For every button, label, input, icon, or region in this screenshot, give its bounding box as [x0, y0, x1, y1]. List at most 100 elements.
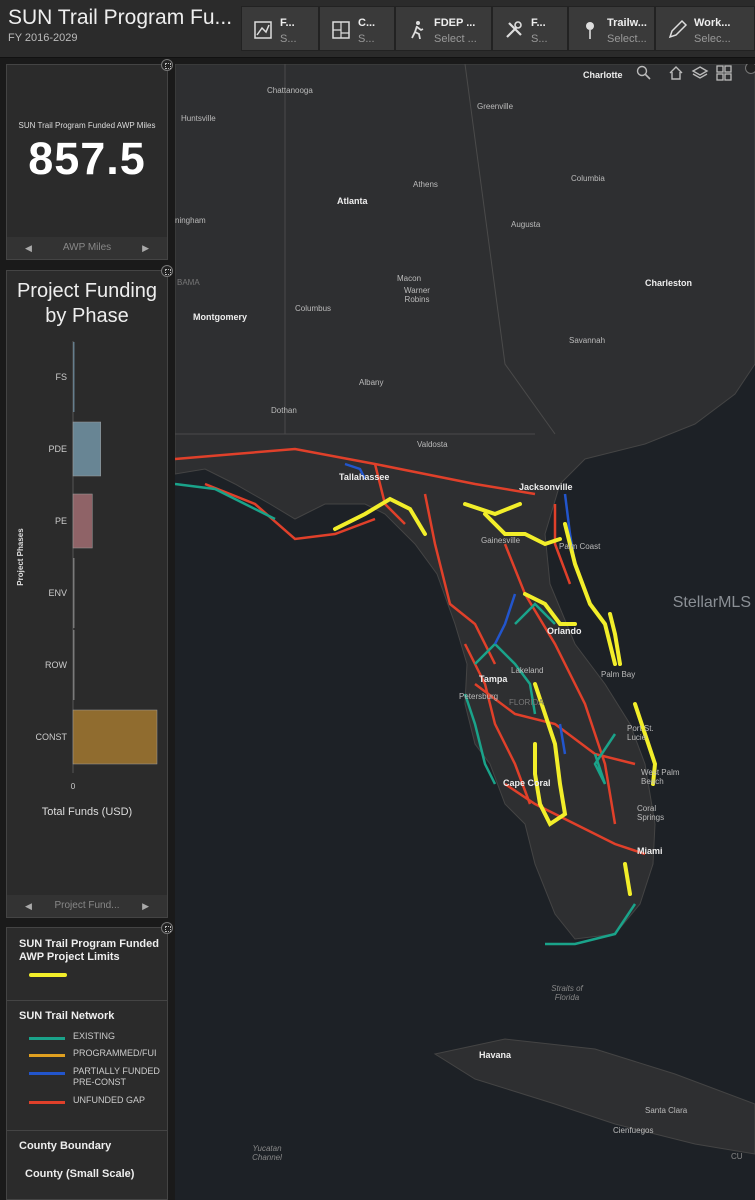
pager-prev-icon[interactable]: ◀ — [25, 901, 32, 911]
map-label: Montgomery — [193, 312, 247, 322]
map-view[interactable]: Charlotte Chattanooga Greenville Huntsvi… — [175, 64, 755, 1200]
app-title-block: SUN Trail Program Fu... FY 2016-2029 — [8, 6, 240, 44]
map-label: West Palm Beach — [641, 768, 680, 786]
legend-label: PROGRAMMED/FUI — [73, 1048, 157, 1058]
expand-panel-icon[interactable] — [161, 922, 173, 934]
legend-county-title: County Boundary — [19, 1140, 112, 1152]
selector-label: FDEP ... — [434, 17, 476, 29]
selector-button-funding[interactable]: F... S... — [241, 6, 319, 51]
map-label: Jacksonville — [519, 482, 573, 492]
bar-const[interactable] — [72, 709, 158, 765]
chart-pager: ◀ Project Fund... ▶ — [7, 895, 167, 917]
map-label: Greenville — [477, 102, 514, 111]
phase-bar-chart: Project Phases FS PDE PE ENV ROW CONST 0 Total F… — [16, 341, 158, 818]
pager-next-icon[interactable]: ▶ — [142, 901, 149, 911]
map-label: Coral Springs — [637, 804, 665, 822]
legend-funded-swatch — [29, 973, 67, 977]
legend-divider — [7, 1000, 167, 1001]
selector-button-trailway[interactable]: Trailw... Select... — [568, 6, 655, 51]
layers-icon[interactable] — [691, 64, 709, 82]
basemap — [175, 64, 755, 1155]
trail-funded-awp — [333, 496, 658, 896]
map-label: Cienfuegos — [613, 1126, 654, 1135]
selector-button-fdep[interactable]: FDEP ... Select ... — [395, 6, 492, 51]
selector-value: Select ... — [434, 33, 477, 45]
chart-title: Project Funding by Phase — [16, 280, 158, 327]
bar-row[interactable] — [73, 630, 75, 700]
tools-icon — [506, 21, 522, 38]
map-label: Augusta — [511, 220, 541, 229]
map-label: Columbus — [295, 304, 332, 313]
selector-button-workprogram[interactable]: Work... Selec... — [655, 6, 755, 51]
map-label: Palm Coast — [559, 542, 601, 551]
legend-county-subtitle: County (Small Scale) — [25, 1168, 135, 1180]
category-tick-label: CONST — [36, 732, 68, 742]
trail-existing — [175, 482, 637, 946]
land-mass — [175, 64, 755, 940]
selector-label: F... — [280, 17, 295, 29]
category-tick-label: ENV — [48, 588, 67, 598]
map-label: Albany — [359, 378, 384, 387]
selector-button-facility[interactable]: F... S... — [492, 6, 568, 51]
pager-prev-icon[interactable]: ◀ — [25, 243, 32, 253]
legend-swatch — [29, 1037, 65, 1040]
map-label: Palm Bay — [601, 670, 636, 679]
map-label: Warner Robins — [404, 286, 430, 304]
expand-panel-icon[interactable] — [161, 59, 173, 71]
app-subtitle: FY 2016-2029 — [8, 32, 78, 44]
expand-panel-icon[interactable] — [745, 64, 755, 74]
map-label: Gainesville — [481, 536, 521, 545]
pin-icon — [586, 22, 594, 39]
indicator-label: SUN Trail Program Funded AWP Miles — [18, 121, 156, 130]
x-axis-title: Total Funds (USD) — [42, 806, 132, 818]
cuba-land — [433, 1038, 755, 1155]
map-label: Cape Coral — [503, 778, 551, 788]
map-label: Atlanta — [337, 196, 368, 206]
expand-panel-icon[interactable] — [161, 265, 173, 277]
category-tick-label: PDE — [48, 444, 67, 454]
map-label: Orlando — [547, 626, 582, 636]
map-label: Macon — [397, 274, 422, 283]
category-tick-label: PE — [55, 516, 67, 526]
app-header: SUN Trail Program Fu... FY 2016-2029 F..… — [0, 0, 755, 58]
selector-value: S... — [531, 33, 548, 45]
pager-label: AWP Miles — [62, 242, 112, 253]
search-icon[interactable] — [635, 64, 653, 82]
map-icon — [254, 21, 272, 39]
selector-value: S... — [358, 33, 375, 45]
hiker-icon — [411, 21, 424, 40]
map-label: Straits of Florida — [551, 984, 583, 1002]
trail-unfunded — [175, 447, 646, 856]
bar-pe[interactable] — [72, 493, 93, 549]
bar-fs[interactable] — [73, 342, 75, 412]
pager-next-icon[interactable]: ▶ — [142, 243, 149, 253]
map-label: Charlotte — [583, 70, 623, 80]
bar-pde[interactable] — [72, 421, 101, 477]
category-tick-label: ROW — [45, 660, 68, 670]
basemap-icon[interactable] — [715, 64, 733, 82]
indicator-value: 857.5 — [28, 133, 146, 184]
legend-label: UNFUNDED GAP — [73, 1095, 146, 1105]
y-axis-title: Project Phases — [16, 528, 25, 586]
selector-value: S... — [280, 33, 297, 45]
app-title: SUN Trail Program Fu... — [8, 6, 233, 29]
x-tick-label: 0 — [71, 782, 76, 791]
county-map-icon — [332, 21, 350, 39]
bar-env[interactable] — [73, 558, 75, 628]
map-legend: SUN Trail Program Funded AWP Project Lim… — [6, 922, 173, 1200]
selector-button-county[interactable]: C... S... — [319, 6, 395, 51]
map-label: ningham — [175, 216, 206, 225]
selector-label: Work... — [694, 17, 731, 29]
map-label: Miami — [637, 846, 663, 856]
map-label: Yucatan Channel — [252, 1144, 282, 1162]
home-icon[interactable] — [667, 64, 685, 82]
map-label: Tallahassee — [339, 472, 390, 482]
map-label: BAMA — [177, 278, 200, 287]
map-label: Havana — [479, 1050, 512, 1060]
indicator-pager: ◀ AWP Miles ▶ — [7, 237, 167, 259]
awp-miles-indicator: SUN Trail Program Funded AWP Miles 857.5… — [6, 59, 173, 260]
map-label: Columbia — [571, 174, 605, 183]
map-label: Port St. Lucie — [627, 724, 654, 742]
selector-label: F... — [531, 17, 546, 29]
map-label: Athens — [413, 180, 438, 189]
